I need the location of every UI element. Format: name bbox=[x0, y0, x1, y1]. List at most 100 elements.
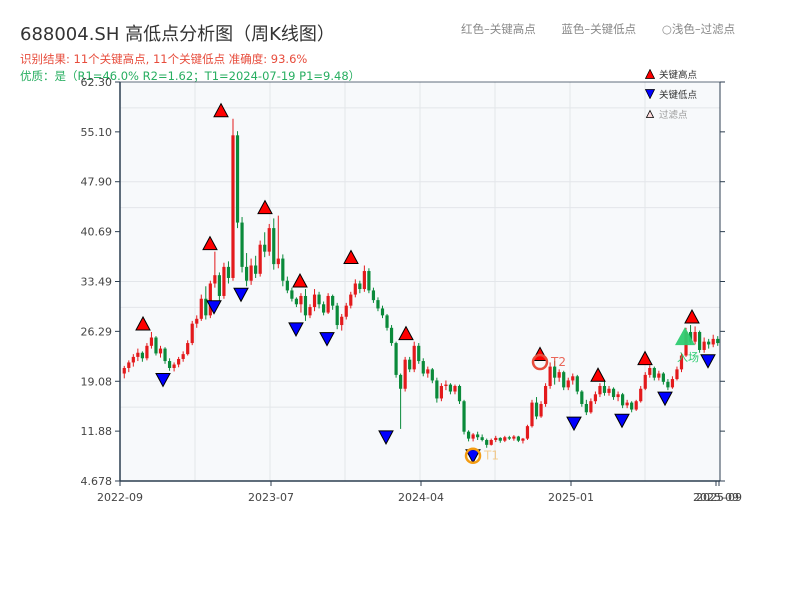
key-high-triangle-icon bbox=[398, 325, 414, 341]
marker-legend: 关键高点 关键低点 过滤点 bbox=[645, 64, 697, 124]
entry-triangle-icon bbox=[675, 327, 695, 346]
candle-body bbox=[149, 337, 154, 346]
candle-body bbox=[602, 385, 607, 393]
key-low-triangle-icon bbox=[614, 413, 630, 429]
top-color-legend: 红色–关键高点 蓝色–关键低点 ○浅色–过滤点 bbox=[461, 21, 735, 37]
candle-body bbox=[571, 376, 575, 381]
candle-body bbox=[326, 295, 330, 313]
candle-body bbox=[625, 402, 629, 406]
candle-body bbox=[412, 345, 416, 370]
candle-body bbox=[303, 295, 308, 316]
candle-body bbox=[204, 298, 208, 316]
candle-body bbox=[661, 373, 665, 382]
candle-body bbox=[702, 341, 706, 350]
candle-body bbox=[222, 266, 226, 296]
key-low-triangle-icon bbox=[700, 354, 716, 369]
candle-body bbox=[294, 298, 299, 305]
x-tick-label: 2025-01 bbox=[548, 491, 594, 504]
key-low-triangle-icon bbox=[566, 416, 582, 432]
candle-body bbox=[312, 294, 317, 308]
candle-body bbox=[584, 403, 588, 413]
legend-item-filtered: 过滤点 bbox=[645, 104, 697, 124]
candle-body bbox=[462, 401, 466, 432]
candle-body bbox=[281, 258, 285, 281]
candle-body bbox=[620, 394, 625, 406]
candle-body bbox=[476, 434, 480, 438]
candle-body bbox=[177, 358, 181, 365]
candle-body bbox=[290, 290, 294, 299]
candle-body bbox=[335, 305, 339, 326]
candle-body bbox=[394, 343, 398, 375]
candle-body bbox=[562, 372, 566, 388]
candle-body bbox=[231, 135, 235, 278]
candle-body bbox=[598, 385, 602, 395]
candle-body bbox=[471, 434, 475, 439]
triangle-down-icon bbox=[645, 89, 655, 99]
candle-body bbox=[317, 294, 321, 305]
candle-body bbox=[512, 436, 516, 439]
candle-body bbox=[634, 401, 638, 410]
candle-body bbox=[358, 283, 362, 290]
candle-body bbox=[145, 345, 149, 359]
candle-body bbox=[693, 331, 697, 342]
candle-body bbox=[385, 315, 389, 328]
candle-body bbox=[362, 271, 366, 290]
key-high-triangle-icon bbox=[135, 315, 151, 331]
candle-body bbox=[607, 388, 611, 393]
top-legend-high: 红色–关键高点 bbox=[461, 22, 536, 36]
x-tick-label: 2025-09 bbox=[693, 491, 739, 504]
candle-body bbox=[566, 380, 570, 388]
candle-body bbox=[321, 304, 326, 313]
grid-lines bbox=[120, 82, 720, 481]
candle-body bbox=[240, 222, 244, 267]
candle-body bbox=[308, 307, 312, 316]
candle-body bbox=[507, 437, 511, 439]
candle-body bbox=[380, 308, 385, 316]
candle-body bbox=[371, 290, 376, 301]
candle-body bbox=[127, 362, 131, 368]
candle-body bbox=[376, 300, 380, 309]
key-low-triangle-icon bbox=[657, 391, 673, 407]
candle-body bbox=[534, 402, 539, 417]
t2-ring-icon bbox=[531, 353, 549, 371]
x-tick-label: 2025-09 bbox=[696, 491, 742, 504]
key-low-triangle-icon bbox=[319, 332, 335, 347]
candle-body bbox=[657, 373, 661, 378]
candle-body bbox=[208, 283, 212, 316]
candle-body bbox=[679, 355, 684, 370]
candle-body bbox=[154, 337, 158, 354]
candle-body bbox=[226, 266, 231, 278]
candle-body bbox=[666, 381, 670, 388]
candle-body bbox=[521, 438, 525, 441]
entry-label: 入场 bbox=[677, 350, 699, 364]
key-high-triangle-icon bbox=[292, 272, 308, 288]
quality-summary: 优质：是（R1=46.0% R2=1.62；T1=2024-07-19 P1=9… bbox=[20, 69, 361, 83]
candle-body bbox=[643, 374, 647, 389]
candle-body bbox=[593, 394, 598, 402]
candle-body bbox=[503, 437, 507, 441]
candle-body bbox=[199, 298, 203, 319]
candle-body bbox=[340, 316, 344, 326]
annotations: T1 T2 入场 bbox=[464, 327, 699, 464]
candle-body bbox=[235, 135, 240, 223]
candle-body bbox=[652, 367, 656, 378]
candle-body bbox=[263, 244, 267, 252]
t2-label: T2 bbox=[550, 355, 566, 369]
candle-body bbox=[557, 372, 561, 378]
y-tick-label: 62.30 bbox=[81, 76, 113, 89]
candle-body bbox=[249, 265, 253, 281]
key-high-triangle-icon bbox=[213, 102, 229, 118]
y-tick-label: 33.49 bbox=[81, 275, 113, 288]
candle-body bbox=[453, 385, 457, 392]
candle-body bbox=[539, 403, 543, 417]
candle-body bbox=[489, 439, 493, 445]
key-high-triangle-icon bbox=[202, 235, 218, 251]
candle-body bbox=[258, 244, 262, 274]
candle-body bbox=[122, 367, 126, 374]
candle-body bbox=[399, 374, 403, 389]
candle-body bbox=[485, 439, 489, 445]
candle-body bbox=[276, 258, 280, 265]
y-tick-label: 19.08 bbox=[81, 375, 113, 388]
candle-body bbox=[439, 385, 443, 399]
